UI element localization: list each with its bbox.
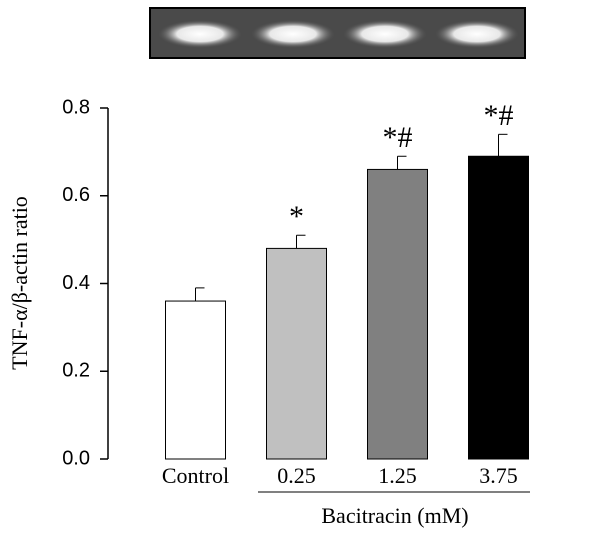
bar	[266, 247, 327, 460]
y-tick-label: 0.0	[62, 447, 90, 469]
significance-mark: *#	[383, 121, 413, 154]
y-axis-label: TNF-α/β-actin ratio	[7, 196, 32, 370]
y-tick-label: 0.8	[62, 96, 90, 118]
bar	[165, 300, 226, 460]
significance-mark: *	[289, 200, 304, 233]
bar	[468, 155, 529, 460]
x-tick-label: 1.25	[378, 463, 417, 488]
x-tick-label: Control	[162, 463, 229, 488]
bar	[367, 168, 428, 460]
y-tick-label: 0.2	[62, 360, 90, 382]
x-tick-label: 3.75	[479, 463, 518, 488]
y-tick-label: 0.4	[62, 272, 90, 294]
x-axis-label: Bacitracin (mM)	[321, 503, 468, 528]
y-tick-label: 0.6	[62, 184, 90, 206]
x-tick-label: 0.25	[277, 463, 316, 488]
gel-image	[149, 7, 526, 59]
significance-mark: *#	[484, 99, 514, 132]
